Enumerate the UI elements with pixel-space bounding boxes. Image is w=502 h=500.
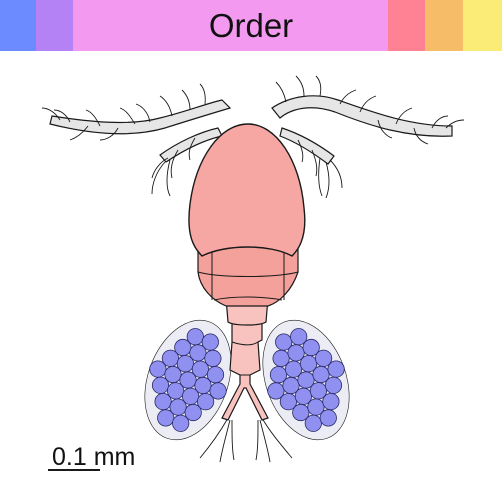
egg: [292, 403, 310, 422]
header-bar: [0, 0, 502, 51]
egg: [304, 414, 322, 432]
scale-bar-label: 0.1 mm: [52, 443, 136, 471]
left-antenna-setae: [41, 83, 206, 197]
egg: [172, 414, 190, 432]
egg: [154, 392, 172, 411]
egg: [319, 409, 337, 427]
egg: [267, 382, 285, 400]
left-eggs: [149, 328, 227, 432]
right-antenna-setae: [275, 75, 465, 199]
egg: [197, 393, 215, 411]
red-band: [388, 0, 425, 51]
egg: [327, 360, 345, 378]
egg: [279, 393, 297, 411]
right-antenna-shaft: [271, 95, 453, 137]
cephalothorax: [188, 123, 306, 257]
egg: [209, 382, 227, 400]
left-antenna: [41, 83, 232, 197]
orange-band: [425, 0, 463, 51]
right-antenna: [271, 75, 465, 199]
copepod-illustration: [41, 75, 465, 471]
copepod-body: [188, 123, 306, 421]
egg: [151, 376, 170, 394]
pink-band: [73, 0, 388, 51]
urosome: [221, 309, 269, 421]
egg: [157, 409, 175, 427]
right-egg-sac: [262, 319, 350, 441]
yellow-band: [463, 0, 502, 51]
egg: [184, 403, 202, 422]
right-eggs: [267, 328, 345, 432]
violet-band: [36, 0, 73, 51]
caudal-setae: [199, 417, 293, 463]
left-egg-sac: [144, 319, 232, 441]
egg: [324, 376, 343, 394]
thorax: [197, 239, 299, 307]
left-antenna-shaft: [49, 99, 232, 135]
egg: [322, 392, 340, 411]
right-antenna-inner: [279, 127, 335, 165]
egg: [149, 360, 167, 378]
segment-lines: [197, 246, 299, 376]
blue-band: [0, 0, 36, 51]
